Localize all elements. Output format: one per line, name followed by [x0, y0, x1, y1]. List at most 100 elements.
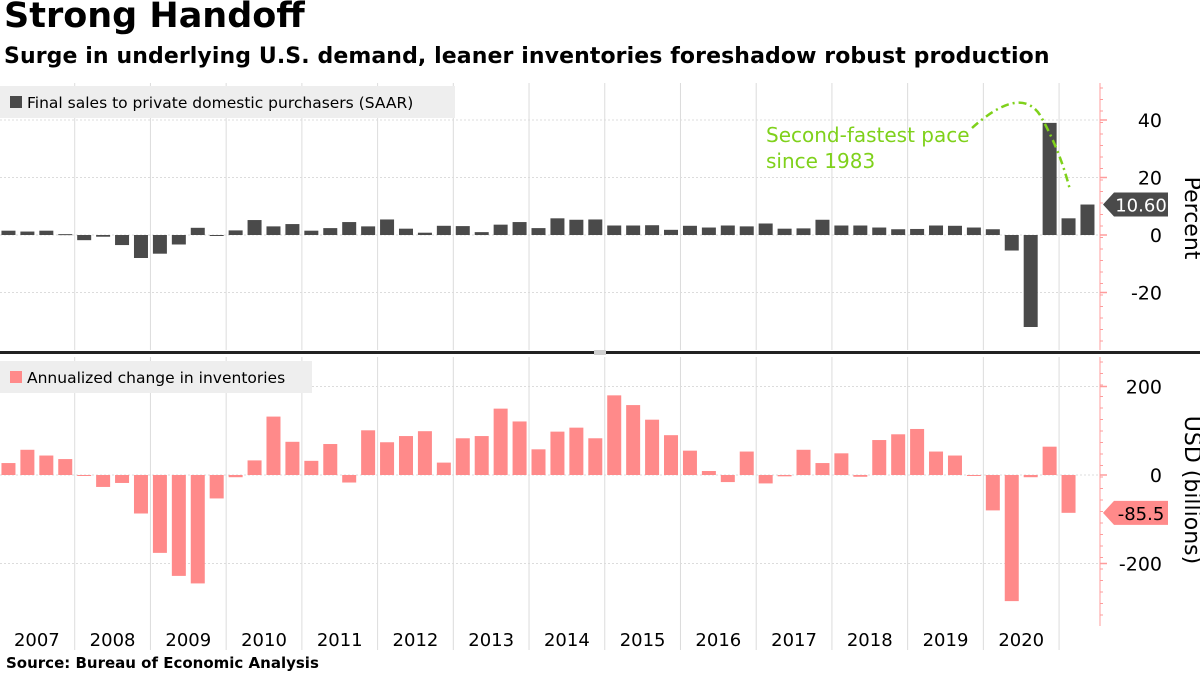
bottom-bar: [190, 475, 205, 584]
top-bar: [247, 220, 262, 235]
bottom-last-value-tag: [1103, 500, 1168, 525]
top-bar: [1, 230, 16, 235]
top-bar: [152, 235, 167, 254]
bottom-bar: [228, 475, 243, 478]
bottom-bar: [20, 449, 35, 475]
x-year-label: 2017: [771, 630, 817, 651]
bottom-bar: [701, 471, 716, 475]
bottom-last-value-label: -85.5: [1118, 504, 1165, 525]
top-bar: [342, 222, 357, 235]
bottom-legend-label: Annualized change in inventories: [27, 369, 285, 387]
bottom-bar: [815, 463, 830, 475]
bottom-bar: [171, 475, 186, 576]
bottom-bar: [682, 450, 697, 475]
top-bar: [285, 224, 300, 235]
top-bar: [739, 226, 754, 236]
top-bar: [171, 235, 186, 245]
bottom-bar: [834, 453, 849, 475]
bottom-bar: [58, 459, 73, 475]
top-bar: [701, 227, 716, 236]
bottom-bar: [777, 475, 792, 477]
top-bar: [910, 228, 925, 235]
top-bar: [1080, 204, 1095, 235]
top-bar: [323, 228, 338, 235]
x-year-label: 2020: [998, 630, 1044, 651]
x-year-label: 2016: [695, 630, 741, 651]
chart-title: Strong Handoff: [4, 0, 305, 36]
top-bar: [985, 229, 1000, 235]
bottom-bar: [493, 408, 508, 476]
bottom-bar: [417, 431, 432, 475]
top-bar: [455, 226, 470, 235]
top-bar: [39, 230, 54, 235]
bottom-bar: [720, 475, 735, 483]
bottom-bar: [664, 435, 679, 476]
top-bar: [77, 235, 92, 241]
bottom-bar: [891, 434, 906, 475]
bottom-bar: [966, 475, 981, 476]
top-bar: [531, 228, 546, 235]
bottom-bar: [361, 430, 376, 475]
top-legend-swatch: [10, 96, 22, 108]
top-bar: [474, 232, 489, 236]
top-bar: [266, 226, 281, 236]
top-bar: [209, 235, 224, 236]
x-year-label: 2011: [317, 630, 363, 651]
top-tick-label: 0: [1150, 225, 1162, 247]
panel-divider-handle: [594, 350, 606, 355]
top-bar: [380, 219, 395, 235]
top-bar: [493, 224, 508, 235]
bottom-bar: [626, 405, 641, 475]
bottom-bar: [739, 451, 754, 475]
top-bar: [682, 225, 697, 235]
top-bar: [891, 229, 906, 235]
bottom-bar: [985, 475, 1000, 511]
source-note: Source: Bureau of Economic Analysis: [6, 654, 319, 672]
top-bar: [664, 229, 679, 235]
bottom-legend-box: [0, 361, 312, 393]
bottom-bar: [1061, 475, 1076, 513]
bottom-bar: [304, 460, 319, 475]
top-bar: [645, 225, 660, 235]
bottom-bar: [133, 475, 148, 514]
bottom-bar: [474, 436, 489, 475]
bottom-bar: [342, 475, 357, 483]
top-bar: [417, 232, 432, 235]
bottom-bar: [550, 431, 565, 475]
bottom-tick-label: 200: [1126, 377, 1162, 399]
bottom-bar: [39, 455, 54, 475]
top-bar: [626, 225, 641, 235]
bottom-bar: [607, 395, 622, 475]
bottom-tick-label: 0: [1150, 465, 1162, 487]
bottom-bar: [1042, 446, 1057, 475]
bottom-legend-swatch: [10, 371, 22, 383]
top-bar: [190, 227, 205, 235]
top-bar: [815, 219, 830, 235]
bottom-axis-title: USD (billions): [1179, 416, 1200, 564]
bottom-bar: [209, 475, 224, 499]
x-year-label: 2013: [468, 630, 514, 651]
bottom-bar: [96, 475, 111, 487]
top-bar: [20, 231, 35, 235]
bottom-bar: [512, 421, 527, 475]
x-year-label: 2007: [14, 630, 60, 651]
bottom-bar: [645, 419, 660, 475]
bottom-bar: [152, 475, 167, 553]
x-year-label: 2015: [620, 630, 666, 651]
chart-subtitle: Surge in underlying U.S. demand, leaner …: [4, 44, 1050, 69]
top-bar: [398, 228, 413, 236]
bottom-bar: [853, 475, 868, 477]
top-bar: [777, 228, 792, 236]
top-bar: [361, 226, 376, 236]
top-last-value-label: 10.60: [1115, 196, 1167, 217]
top-bar: [966, 227, 981, 236]
bottom-bar: [1004, 475, 1019, 602]
top-bar: [853, 225, 868, 235]
bottom-bar: [910, 428, 925, 475]
top-tick-label: -20: [1131, 283, 1162, 305]
top-legend-label: Final sales to private domestic purchase…: [27, 94, 413, 112]
bottom-bar: [758, 475, 773, 484]
bottom-bar: [323, 444, 338, 475]
x-year-label: 2009: [165, 630, 211, 651]
